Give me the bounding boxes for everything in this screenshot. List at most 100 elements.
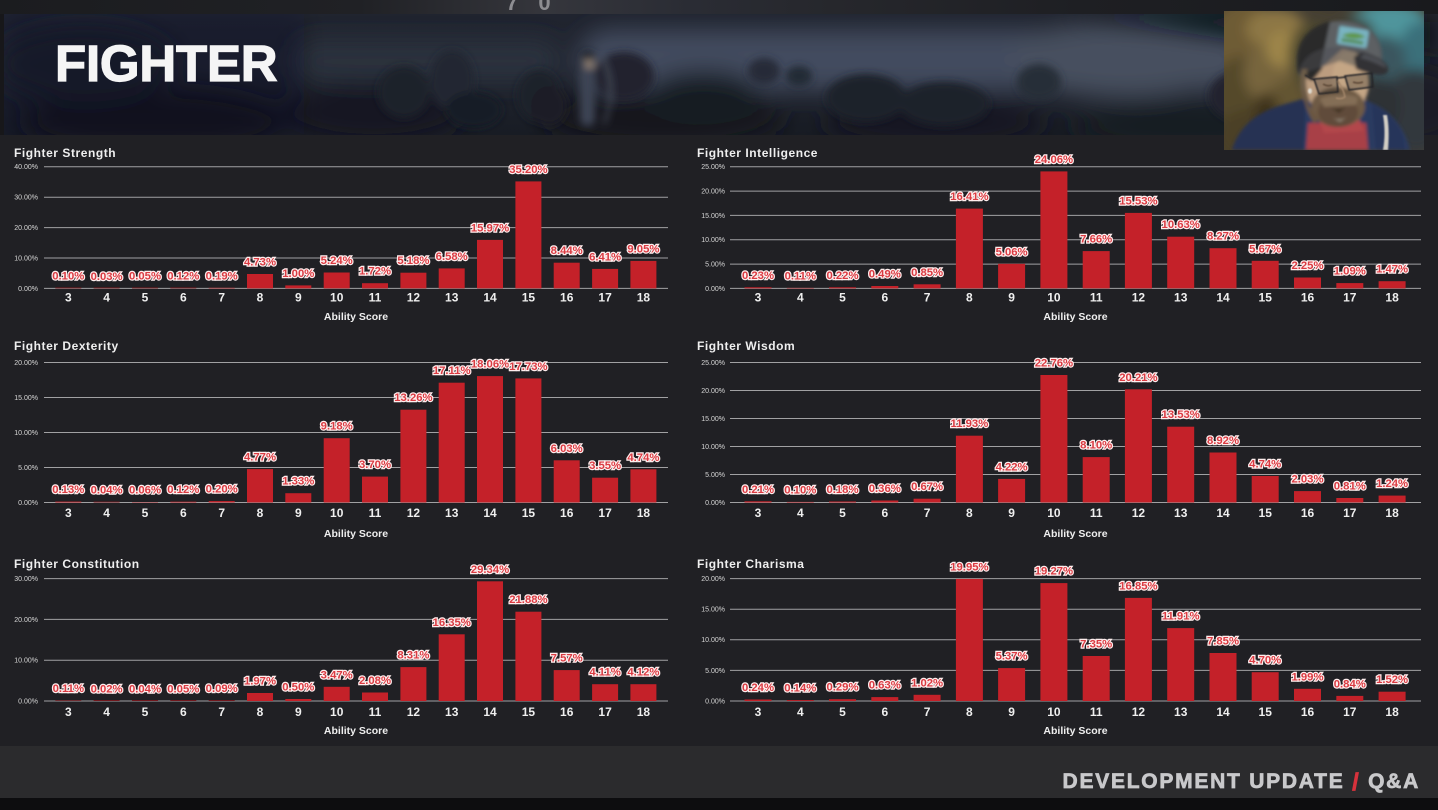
svg-text:17.11%: 17.11%	[433, 365, 471, 377]
svg-text:0.04%: 0.04%	[129, 683, 161, 695]
svg-text:20.00%: 20.00%	[14, 360, 38, 367]
svg-text:13: 13	[445, 705, 459, 719]
svg-text:15.00%: 15.00%	[14, 395, 38, 402]
svg-text:3: 3	[65, 506, 72, 520]
svg-text:5: 5	[142, 506, 149, 520]
svg-text:14: 14	[1216, 506, 1230, 520]
svg-text:13.26%: 13.26%	[394, 392, 432, 404]
svg-text:17.73%: 17.73%	[509, 361, 547, 373]
svg-text:9: 9	[1008, 290, 1015, 304]
svg-text:12: 12	[407, 705, 421, 719]
svg-text:14: 14	[483, 506, 497, 520]
svg-text:1.97%: 1.97%	[244, 676, 276, 688]
svg-text:4.77%: 4.77%	[244, 452, 276, 464]
svg-text:13: 13	[1174, 506, 1188, 520]
svg-text:40.00%: 40.00%	[14, 164, 38, 171]
svg-text:18: 18	[637, 290, 651, 304]
svg-text:Ability Score: Ability Score	[324, 528, 388, 540]
svg-text:0.22%: 0.22%	[826, 270, 858, 282]
svg-text:0.06%: 0.06%	[129, 485, 161, 497]
svg-text:9.05%: 9.05%	[627, 243, 659, 255]
svg-text:18: 18	[637, 506, 651, 520]
svg-text:3.70%: 3.70%	[359, 459, 391, 471]
svg-text:14: 14	[1216, 705, 1230, 719]
svg-text:5: 5	[839, 290, 846, 304]
svg-text:5: 5	[839, 506, 846, 520]
svg-text:1.24%: 1.24%	[1376, 478, 1408, 490]
svg-text:9: 9	[1008, 705, 1015, 719]
svg-text:2.03%: 2.03%	[1291, 474, 1323, 486]
svg-text:7: 7	[218, 290, 225, 304]
svg-text:4.12%: 4.12%	[627, 667, 659, 679]
svg-text:6: 6	[881, 705, 888, 719]
svg-text:6: 6	[881, 290, 888, 304]
svg-text:3: 3	[65, 290, 72, 304]
svg-text:17: 17	[1343, 705, 1357, 719]
svg-text:0.24%: 0.24%	[742, 682, 774, 694]
svg-text:4: 4	[103, 290, 110, 304]
svg-text:1.02%: 1.02%	[911, 677, 943, 689]
svg-text:14: 14	[483, 705, 497, 719]
svg-text:1.00%: 1.00%	[282, 268, 314, 280]
svg-text:4.70%: 4.70%	[1249, 655, 1281, 667]
svg-text:4: 4	[797, 506, 804, 520]
svg-text:7: 7	[924, 705, 931, 719]
svg-text:5: 5	[839, 705, 846, 719]
svg-text:20.00%: 20.00%	[701, 576, 725, 583]
svg-text:6: 6	[881, 506, 888, 520]
svg-text:5.00%: 5.00%	[705, 472, 725, 479]
svg-text:15: 15	[522, 705, 536, 719]
svg-text:6.03%: 6.03%	[551, 443, 583, 455]
svg-text:10: 10	[1047, 506, 1061, 520]
svg-text:0.36%: 0.36%	[869, 483, 901, 495]
svg-text:17: 17	[1343, 290, 1357, 304]
svg-text:11: 11	[369, 705, 382, 719]
svg-text:12: 12	[1132, 290, 1146, 304]
svg-text:0.11%: 0.11%	[785, 270, 816, 282]
svg-text:25.00%: 25.00%	[701, 360, 725, 367]
svg-text:0.29%: 0.29%	[826, 682, 858, 694]
svg-text:0.13%: 0.13%	[52, 484, 84, 496]
svg-text:17: 17	[598, 290, 612, 304]
svg-text:5.67%: 5.67%	[1249, 243, 1281, 255]
svg-text:10.00%: 10.00%	[14, 255, 38, 262]
svg-text:10: 10	[330, 705, 344, 719]
svg-text:10.63%: 10.63%	[1162, 219, 1200, 231]
svg-text:1.47%: 1.47%	[1376, 264, 1408, 276]
svg-text:5.00%: 5.00%	[18, 465, 38, 472]
svg-text:13: 13	[1174, 290, 1188, 304]
svg-text:8: 8	[257, 290, 264, 304]
svg-text:0.05%: 0.05%	[129, 271, 161, 283]
svg-text:1.99%: 1.99%	[1291, 671, 1323, 683]
svg-text:0.81%: 0.81%	[1334, 481, 1366, 493]
svg-text:17: 17	[598, 506, 612, 520]
svg-text:16.41%: 16.41%	[950, 191, 988, 203]
svg-text:Ability Score: Ability Score	[1043, 725, 1107, 737]
svg-text:17: 17	[598, 705, 612, 719]
svg-text:Fighter Constitution: Fighter Constitution	[14, 557, 140, 571]
svg-text:0.49%: 0.49%	[869, 269, 901, 281]
svg-text:3.55%: 3.55%	[589, 460, 621, 472]
svg-text:0.20%: 0.20%	[206, 484, 238, 496]
svg-text:30.00%: 30.00%	[14, 576, 38, 583]
svg-text:5.37%: 5.37%	[996, 651, 1028, 663]
svg-text:7: 7	[218, 705, 225, 719]
svg-text:16: 16	[1301, 290, 1315, 304]
svg-text:13: 13	[445, 506, 459, 520]
svg-text:5.24%: 5.24%	[321, 255, 353, 267]
svg-text:10.00%: 10.00%	[701, 637, 725, 644]
svg-text:7: 7	[924, 506, 931, 520]
svg-text:12: 12	[407, 290, 421, 304]
svg-text:8.92%: 8.92%	[1207, 435, 1239, 447]
svg-text:Fighter Charisma: Fighter Charisma	[697, 557, 805, 571]
svg-text:9: 9	[295, 290, 302, 304]
svg-text:4.11%: 4.11%	[589, 667, 620, 679]
svg-text:0.10%: 0.10%	[784, 484, 816, 496]
svg-text:0.00%: 0.00%	[18, 286, 38, 293]
svg-text:0.84%: 0.84%	[1334, 678, 1366, 690]
svg-text:Ability Score: Ability Score	[1043, 311, 1107, 323]
svg-text:10: 10	[330, 506, 344, 520]
svg-text:11: 11	[1090, 290, 1103, 304]
svg-text:11: 11	[369, 506, 382, 520]
svg-text:0.02%: 0.02%	[91, 683, 123, 695]
